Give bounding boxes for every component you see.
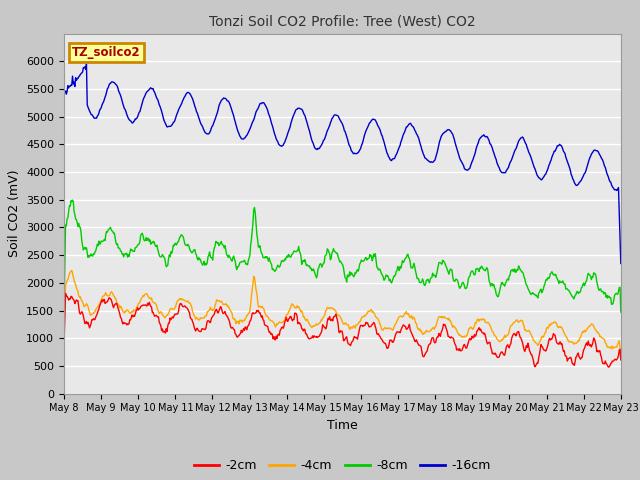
Title: Tonzi Soil CO2 Profile: Tree (West) CO2: Tonzi Soil CO2 Profile: Tree (West) CO2: [209, 14, 476, 28]
Text: TZ_soilco2: TZ_soilco2: [72, 46, 141, 59]
Y-axis label: Soil CO2 (mV): Soil CO2 (mV): [8, 170, 20, 257]
Legend: -2cm, -4cm, -8cm, -16cm: -2cm, -4cm, -8cm, -16cm: [189, 455, 495, 477]
X-axis label: Time: Time: [327, 419, 358, 432]
